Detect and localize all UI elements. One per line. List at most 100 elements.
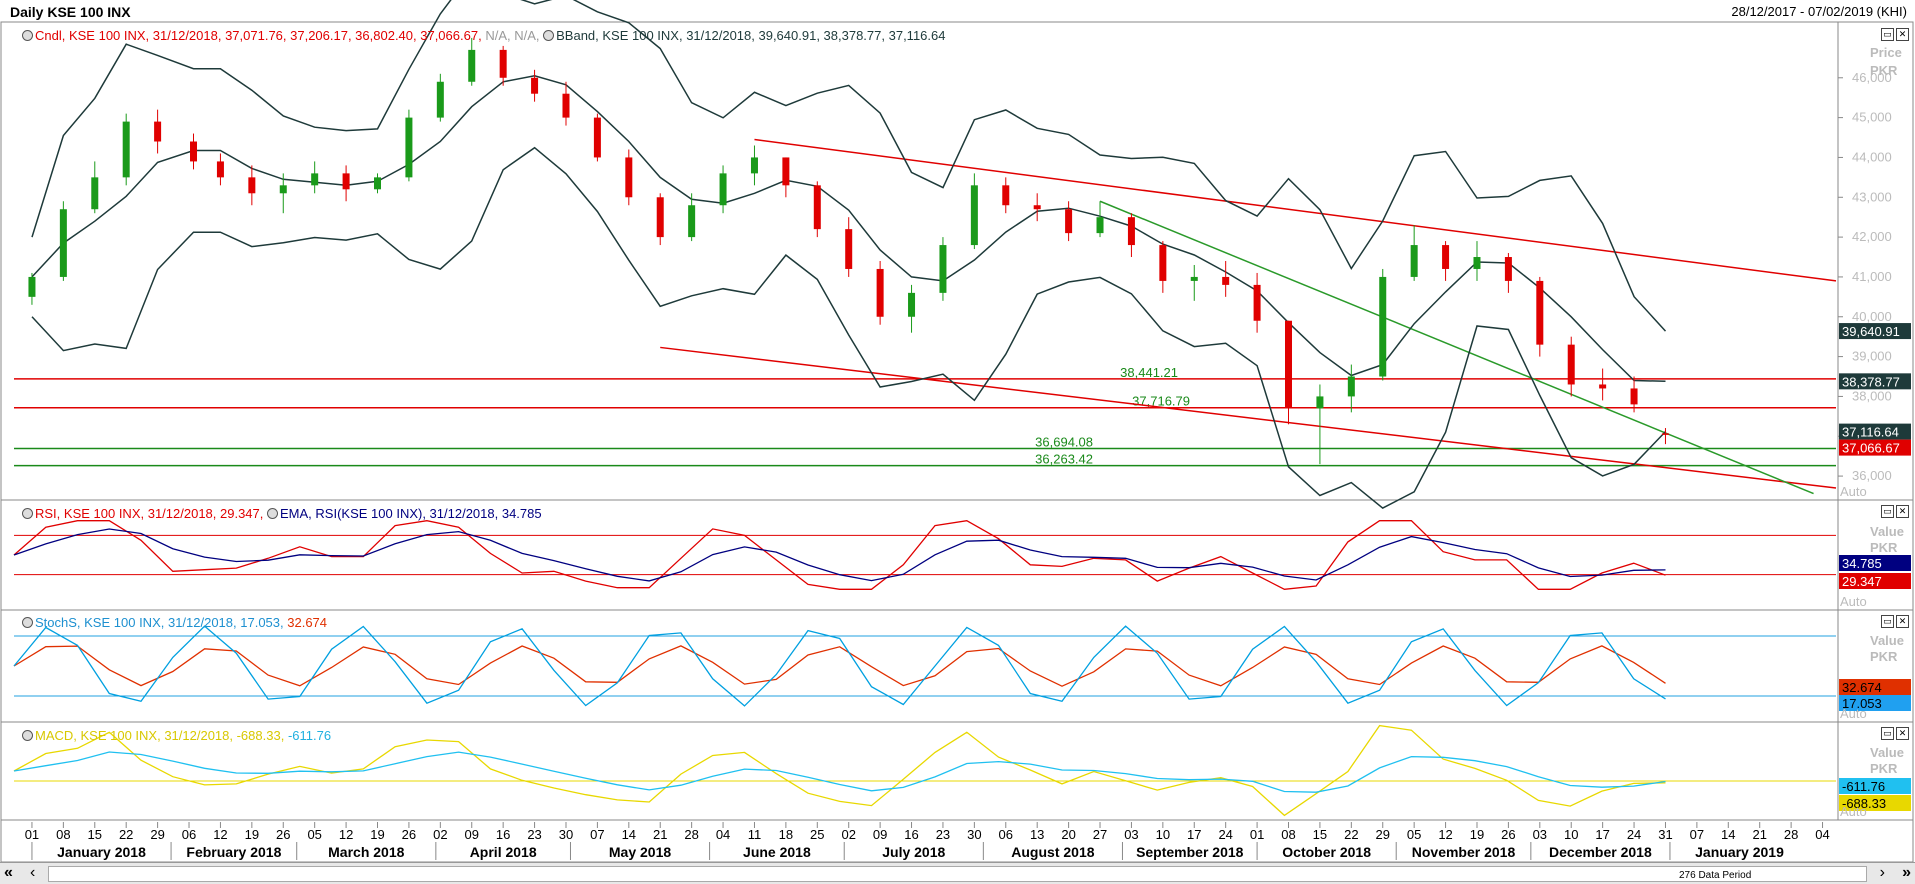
ema-line [13,528,1666,582]
macd-badge-bg [1839,795,1911,811]
candle-body [876,268,884,317]
close-icon[interactable]: ✕ [1896,505,1909,518]
day-tick-label: 09 [873,827,887,842]
day-tick-label: 19 [1470,827,1484,842]
month-label: January 2018 [57,844,146,860]
candle-body [1285,320,1293,409]
candle-body [656,197,664,238]
bb-upper-badge: 39,640.91 [1842,324,1900,339]
close-icon[interactable]: ✕ [1896,727,1909,740]
day-tick-label: 06 [999,827,1013,842]
rsi-axis-title: Value [1870,524,1904,539]
price-tick-label: 40,000 [1852,309,1892,324]
indicator-settings-icon[interactable] [22,730,33,741]
candle-body [625,157,633,198]
indicator-settings-icon[interactable] [22,508,33,519]
indicator-settings-icon[interactable] [543,30,555,41]
candle-body [1065,209,1073,234]
scroll-last-icon[interactable]: » [1902,864,1911,881]
month-label: November 2018 [1412,844,1516,860]
minimize-icon[interactable]: ▭ [1881,505,1894,518]
day-tick-label: 12 [213,827,227,842]
day-tick-label: 27 [1093,827,1107,842]
candle-body [1599,384,1607,389]
candle-body [499,49,507,78]
macd-legend-text: MACD, KSE 100 INX, 31/12/2018, -688.33, [35,728,285,743]
indicator-settings-icon[interactable] [22,30,33,41]
day-tick-label: 28 [684,827,698,842]
candle-body [190,141,198,162]
stoch-axis-unit: PKR [1870,649,1898,664]
day-tick-label: 21 [653,827,667,842]
bband-middle [31,75,1666,383]
data-period-label: 276 Data Period [1679,870,1752,881]
rsi-legend: RSI, KSE 100 INX, 31/12/2018, 29.347, EM… [22,506,542,521]
macd-axis-title: Value [1870,745,1904,760]
day-tick-label: 25 [810,827,824,842]
close-icon[interactable]: ✕ [1896,615,1909,628]
candle-body [1253,284,1261,321]
day-tick-label: 09 [465,827,479,842]
minimize-icon[interactable]: ▭ [1881,615,1894,628]
candle-body [562,93,570,118]
stoch-d-badge-bg [1839,679,1911,695]
day-tick-label: 18 [779,827,793,842]
close-icon[interactable]: ✕ [1896,28,1909,41]
ema-badge-bg [1839,555,1911,571]
minimize-icon[interactable]: ▭ [1881,28,1894,41]
day-tick-label: 02 [841,827,855,842]
auto-label: Auto [1840,484,1867,499]
candle-body [311,173,319,186]
day-tick-label: 24 [1218,827,1232,842]
price-legend: Cndl, KSE 100 INX, 31/12/2018, 37,071.76… [22,28,945,43]
chart-scrollbar[interactable]: « ‹ 276 Data Period › » [0,862,1915,884]
day-tick-label: 04 [1815,827,1829,842]
macd-line [13,724,1666,817]
candle-body [750,157,758,174]
month-label: February 2018 [186,844,281,860]
scroll-prev-icon[interactable]: ‹ [30,864,36,881]
candle-body [122,121,130,178]
bb-mid-badge-bg [1839,373,1911,390]
chart-canvas[interactable]: 36,00037,00038,00039,00040,00041,00042,0… [0,0,1915,862]
day-tick-label: 15 [88,827,102,842]
day-tick-label: 15 [1313,827,1327,842]
price-axis-title: Price [1870,45,1902,60]
bb-upper-badge-bg [1839,323,1911,340]
level-label: 36,694.08 [1035,434,1093,449]
month-label: September 2018 [1136,844,1244,860]
trend-line-1 [754,138,1837,282]
day-tick-label: 26 [276,827,290,842]
month-label: October 2018 [1282,844,1371,860]
candle-body [593,117,601,158]
scroll-next-icon[interactable]: › [1879,864,1885,881]
candle-legend-na: N/A, N/A, [485,28,540,43]
minimize-icon[interactable]: ▭ [1881,727,1894,740]
indicator-settings-icon[interactable] [22,617,33,628]
candle-body [216,161,224,178]
candle-body [1033,205,1041,210]
bband-lower [31,146,1667,509]
day-tick-label: 28 [1784,827,1798,842]
chart-title: Daily KSE 100 INX [10,4,131,20]
auto-label: Auto [1840,594,1867,609]
candle-body [342,173,350,190]
bb-lower-badge: 37,116.64 [1842,425,1899,440]
scroll-first-icon[interactable]: « [4,864,13,881]
candle-body [1442,245,1450,269]
candle-body [248,177,256,194]
rsi-legend-text: RSI, KSE 100 INX, 31/12/2018, 29.347, [35,506,264,521]
month-label: January 2019 [1695,844,1784,860]
indicator-settings-icon[interactable] [267,508,279,519]
stoch-k-badge: 17.053 [1842,696,1882,711]
price-tick-label: 36,000 [1852,468,1892,483]
day-tick-label: 24 [1627,827,1641,842]
scroll-thumb[interactable]: 276 Data Period [48,866,1867,882]
auto-label: Auto [1840,804,1867,819]
day-tick-label: 22 [119,827,133,842]
candle-body [1190,276,1198,281]
day-tick-label: 14 [1721,827,1735,842]
day-tick-label: 05 [1407,827,1421,842]
day-tick-label: 26 [402,827,416,842]
candle-body [91,177,99,210]
